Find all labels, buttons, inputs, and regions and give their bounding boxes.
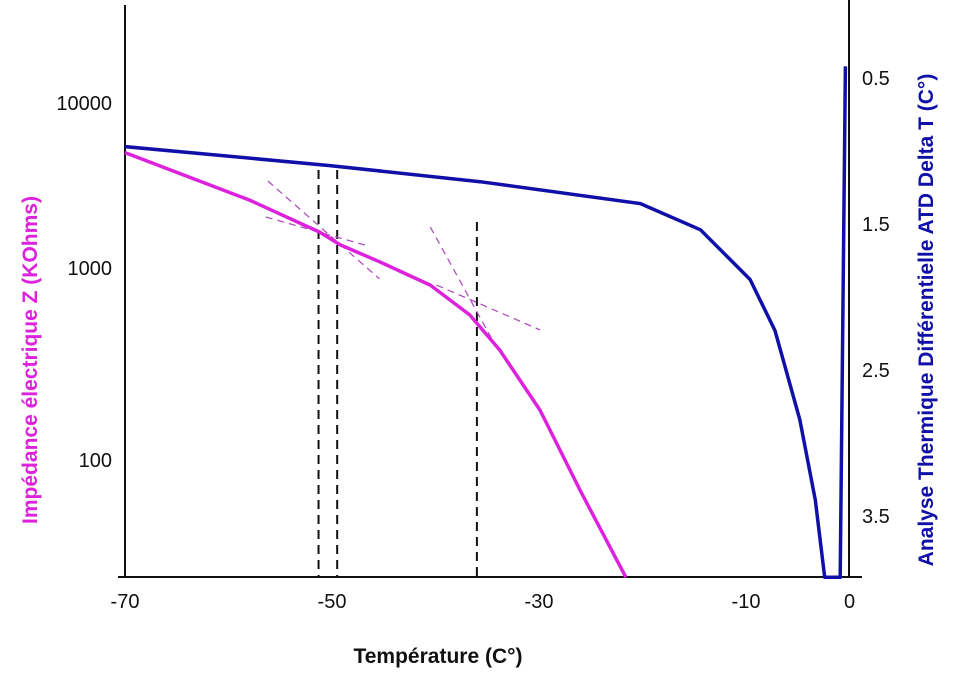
x-tick-label: 0 bbox=[844, 591, 855, 613]
left-y-tick-label: 10000 bbox=[56, 93, 112, 115]
tangent-line bbox=[436, 284, 541, 331]
impedance-series-line bbox=[124, 151, 628, 579]
left-y-tick-label: 1000 bbox=[68, 258, 113, 280]
x-tick-label: -30 bbox=[525, 591, 554, 613]
x-axis-title: Température (C°) bbox=[353, 645, 522, 668]
left-y-axis-title: Impédance électrique Z (KOhms) bbox=[19, 196, 42, 524]
axes bbox=[118, 0, 862, 578]
right-y-tick-label: 3.5 bbox=[862, 506, 890, 528]
atd-series-line bbox=[124, 66, 848, 580]
left-y-tick-label: 100 bbox=[79, 450, 112, 472]
x-tick-label: -70 bbox=[111, 591, 140, 613]
right-y-axis-title: Analyse Thermique Différentielle ATD Del… bbox=[915, 74, 938, 567]
x-tick-label: -50 bbox=[318, 591, 347, 613]
right-y-tick-label: 0.5 bbox=[862, 68, 890, 90]
x-tick-label: -10 bbox=[732, 591, 761, 613]
tangent-line bbox=[267, 180, 381, 280]
tangent-line bbox=[429, 226, 493, 341]
right-y-tick-label: 2.5 bbox=[862, 360, 890, 382]
right-y-tick-label: 1.5 bbox=[862, 214, 890, 236]
